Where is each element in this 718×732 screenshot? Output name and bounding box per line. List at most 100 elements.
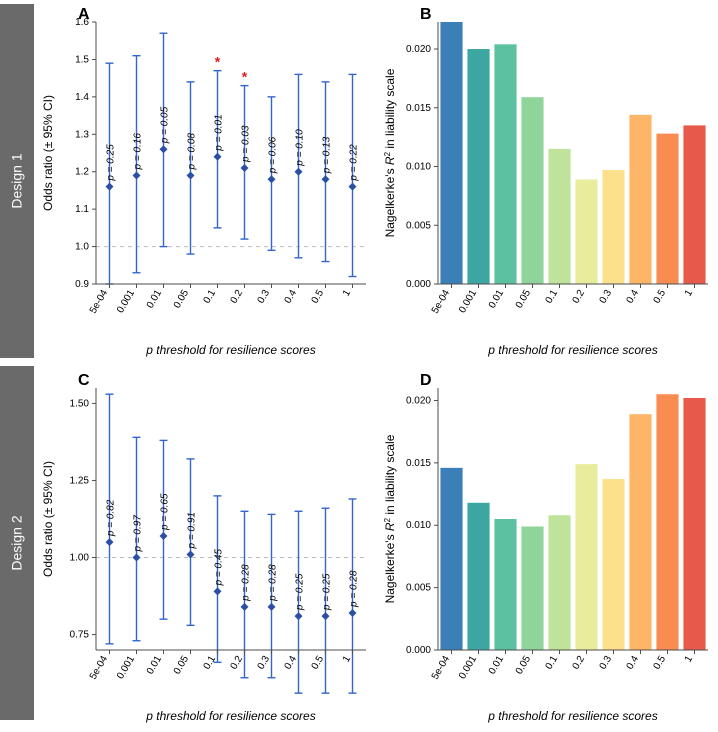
svg-text:1.2: 1.2 [75, 167, 89, 178]
svg-text:p = 0.82: p = 0.82 [106, 499, 117, 537]
svg-text:0.1: 0.1 [202, 288, 219, 306]
sidelabel-design1: Design 1 [0, 4, 34, 358]
svg-text:*: * [215, 54, 221, 70]
svg-text:1.50: 1.50 [70, 398, 90, 409]
svg-text:0.020: 0.020 [406, 44, 431, 55]
bar-D: 0.000 0.005 0.010 0.015 0.020 5e-040.001 0.01 0… [376, 370, 718, 728]
svg-text:p = 0.25: p = 0.25 [106, 144, 117, 182]
svg-text:0.2: 0.2 [229, 654, 246, 672]
svg-text:0.9: 0.9 [75, 279, 89, 290]
svg-text:1: 1 [341, 288, 354, 299]
svg-text:0.05: 0.05 [514, 654, 533, 677]
svg-text:0.01: 0.01 [145, 654, 164, 677]
sidelabel-design2: Design 2 [0, 366, 34, 720]
svg-text:0.4: 0.4 [625, 288, 642, 306]
svg-text:p = 0.01: p = 0.01 [214, 114, 225, 151]
svg-text:0.000: 0.000 [406, 645, 431, 656]
svg-text:0.5: 0.5 [652, 288, 669, 306]
svg-text:p = 0.45: p = 0.45 [214, 549, 225, 587]
svg-text:1.00: 1.00 [70, 553, 90, 564]
svg-text:0.1: 0.1 [544, 288, 561, 306]
sidelabel-text: Design 2 [9, 515, 25, 570]
svg-text:p = 0.28: p = 0.28 [349, 570, 360, 608]
panel-B: B 0.000 0.005 0.010 0.015 0.020 5e-040.001 0.01… [376, 0, 718, 366]
svg-text:p = 0.22: p = 0.22 [349, 144, 360, 182]
svg-text:p threshold for resilience sco: p threshold for resilience scores [145, 343, 315, 357]
svg-text:0.01: 0.01 [145, 288, 164, 311]
svg-text:1.3: 1.3 [75, 129, 89, 140]
svg-text:1.5: 1.5 [75, 54, 89, 65]
sidelabel-text: Design 1 [9, 153, 25, 208]
svg-text:0.001: 0.001 [457, 288, 479, 316]
svg-text:0.010: 0.010 [406, 162, 431, 173]
svg-text:p = 0.28: p = 0.28 [241, 564, 252, 602]
svg-text:0.4: 0.4 [625, 654, 642, 672]
svg-text:1.25: 1.25 [70, 475, 90, 486]
svg-text:Odds ratio (± 95% CI): Odds ratio (± 95% CI) [41, 95, 55, 211]
svg-text:0.01: 0.01 [487, 288, 506, 311]
svg-text:0.000: 0.000 [406, 279, 431, 290]
svg-text:0.2: 0.2 [571, 288, 588, 306]
svg-text:0.5: 0.5 [652, 654, 669, 672]
svg-text:0.005: 0.005 [406, 220, 431, 231]
svg-text:1: 1 [683, 654, 696, 665]
svg-text:0.015: 0.015 [406, 458, 431, 469]
svg-text:p = 0.08: p = 0.08 [187, 133, 198, 171]
svg-text:0.5: 0.5 [310, 288, 327, 306]
svg-text:1.1: 1.1 [75, 204, 89, 215]
svg-text:1: 1 [341, 654, 354, 665]
corner-label: A [78, 6, 90, 24]
svg-text:5e-04: 5e-04 [430, 288, 453, 316]
svg-text:5e-04: 5e-04 [430, 654, 453, 682]
svg-text:0.01: 0.01 [487, 654, 506, 677]
svg-text:p threshold for resilience sco: p threshold for resilience scores [487, 709, 657, 723]
svg-text:1.0: 1.0 [75, 242, 89, 253]
svg-text:p = 0.13: p = 0.13 [322, 136, 333, 174]
svg-text:0.3: 0.3 [598, 654, 615, 672]
svg-text:0.001: 0.001 [115, 288, 137, 316]
svg-text:5e-04: 5e-04 [88, 288, 111, 316]
panel-C: C0.751.001.251.50p = 0.82p = 0.97p = 0.6… [34, 366, 376, 732]
forest-C: 0.751.001.251.50p = 0.82p = 0.97p = 0.65… [34, 370, 376, 728]
svg-text:0.05: 0.05 [172, 288, 191, 311]
svg-text:0.05: 0.05 [514, 288, 533, 311]
svg-text:0.001: 0.001 [115, 654, 137, 682]
corner-label: B [420, 6, 432, 24]
svg-text:p = 0.97: p = 0.97 [133, 515, 144, 553]
svg-text:p threshold for resilience sco: p threshold for resilience scores [145, 709, 315, 723]
svg-text:0.010: 0.010 [406, 520, 431, 531]
svg-text:1.4: 1.4 [75, 92, 89, 103]
svg-text:p = 0.03: p = 0.03 [241, 125, 252, 163]
svg-text:0.1: 0.1 [202, 654, 219, 672]
svg-text:p = 0.06: p = 0.06 [268, 136, 279, 174]
svg-text:0.2: 0.2 [229, 288, 246, 306]
panels-grid: A0.91.01.11.21.31.41.51.6p = 0.25p = 0.1… [34, 0, 718, 724]
corner-label: C [78, 372, 90, 390]
svg-text:0.001: 0.001 [457, 654, 479, 682]
forest-A: 0.91.01.11.21.31.41.51.6p = 0.25p = 0.16… [34, 4, 376, 362]
svg-text:0.020: 0.020 [406, 395, 431, 406]
svg-text:p threshold for resilience sco: p threshold for resilience scores [487, 343, 657, 357]
svg-text:0.5: 0.5 [310, 654, 327, 672]
svg-text:*: * [242, 69, 248, 85]
svg-text:0.005: 0.005 [406, 583, 431, 594]
corner-label: D [420, 372, 432, 390]
svg-text:0.4: 0.4 [283, 288, 300, 306]
svg-text:p = 0.91: p = 0.91 [187, 512, 198, 549]
svg-text:0.015: 0.015 [406, 103, 431, 114]
svg-text:0.05: 0.05 [172, 654, 191, 677]
bar-B: 0.000 0.005 0.010 0.015 0.020 5e-040.001 0.01 0… [376, 4, 718, 362]
svg-text:5e-04: 5e-04 [88, 654, 111, 682]
svg-text:0.3: 0.3 [256, 288, 273, 306]
svg-text:p = 0.05: p = 0.05 [160, 106, 171, 144]
svg-text:0.75: 0.75 [70, 630, 90, 641]
svg-text:Nagelkerke's R2 in liability s: Nagelkerke's R2 in liability scale [383, 68, 398, 237]
svg-text:0.2: 0.2 [571, 654, 588, 672]
svg-text:p = 0.10: p = 0.10 [295, 129, 306, 167]
side-labels: Design 1 Design 2 [0, 0, 34, 724]
svg-text:p = 0.16: p = 0.16 [133, 133, 144, 171]
svg-text:0.1: 0.1 [544, 654, 561, 672]
svg-text:0.4: 0.4 [283, 654, 300, 672]
svg-text:p = 0.28: p = 0.28 [268, 564, 279, 602]
panel-A: A0.91.01.11.21.31.41.51.6p = 0.25p = 0.1… [34, 0, 376, 366]
